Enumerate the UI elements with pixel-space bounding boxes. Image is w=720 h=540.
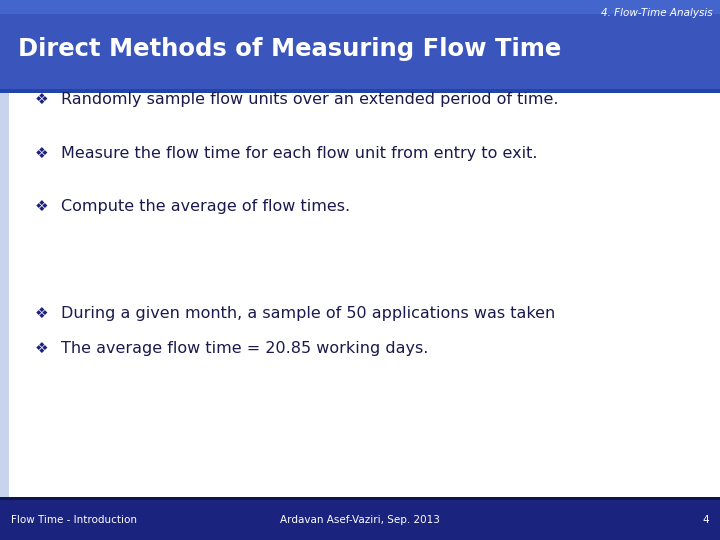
Text: ❖: ❖ [35,306,48,321]
Text: Direct Methods of Measuring Flow Time: Direct Methods of Measuring Flow Time [18,37,562,61]
FancyBboxPatch shape [0,89,720,500]
Text: 4. Flow-Time Analysis: 4. Flow-Time Analysis [601,8,713,18]
Text: Flow Time - Introduction: Flow Time - Introduction [11,515,137,525]
Text: During a given month, a sample of 50 applications was taken: During a given month, a sample of 50 app… [61,306,555,321]
FancyBboxPatch shape [0,497,720,500]
FancyBboxPatch shape [0,0,720,14]
Text: 4: 4 [703,515,709,525]
Text: Measure the flow time for each flow unit from entry to exit.: Measure the flow time for each flow unit… [61,146,538,161]
FancyBboxPatch shape [0,500,720,540]
Text: ❖: ❖ [35,341,48,356]
Text: Ardavan Asef-Vaziri, Sep. 2013: Ardavan Asef-Vaziri, Sep. 2013 [280,515,440,525]
Text: Randomly sample flow units over an extended period of time.: Randomly sample flow units over an exten… [61,92,559,107]
FancyBboxPatch shape [0,89,720,93]
Text: ❖: ❖ [35,199,48,214]
Text: ❖: ❖ [35,146,48,161]
Text: Compute the average of flow times.: Compute the average of flow times. [61,199,351,214]
FancyBboxPatch shape [0,0,720,500]
FancyBboxPatch shape [0,89,9,500]
Text: ❖: ❖ [35,92,48,107]
Text: The average flow time = 20.85 working days.: The average flow time = 20.85 working da… [61,341,428,356]
FancyBboxPatch shape [0,0,720,89]
